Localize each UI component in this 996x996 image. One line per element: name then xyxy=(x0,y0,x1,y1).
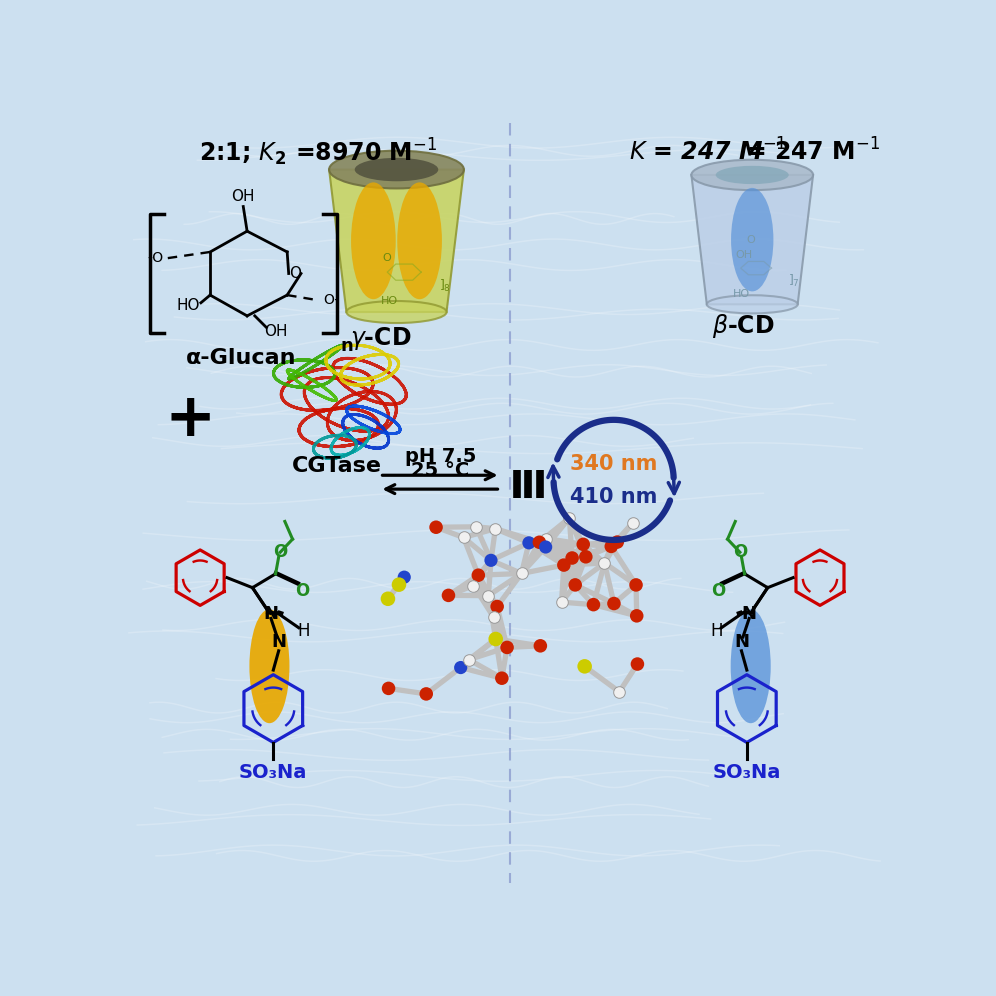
Text: ]$_8$: ]$_8$ xyxy=(439,278,451,295)
Ellipse shape xyxy=(716,166,789,184)
Text: $\mathit{\gamma}$-CD: $\mathit{\gamma}$-CD xyxy=(351,326,411,353)
Ellipse shape xyxy=(691,159,813,190)
Text: O: O xyxy=(295,582,309,600)
Point xyxy=(576,537,592,553)
Point xyxy=(391,577,407,593)
Point xyxy=(597,555,613,571)
Text: pH 7.5: pH 7.5 xyxy=(404,447,476,466)
Text: 2:1; $\mathit{K}$$_\mathregular{2}$ =8970 M$^{-1}$: 2:1; $\mathit{K}$$_\mathregular{2}$ =897… xyxy=(199,136,437,167)
Text: HO: HO xyxy=(177,299,200,314)
Text: H: H xyxy=(710,622,723,639)
Point xyxy=(396,569,412,585)
Point xyxy=(629,656,645,672)
Point xyxy=(604,539,620,555)
Point xyxy=(487,521,503,537)
Point xyxy=(455,530,471,546)
Text: N: N xyxy=(264,605,279,622)
Point xyxy=(380,680,396,696)
Text: $\mathit{K}$ = 247 M$^{-1}$: $\mathit{K}$ = 247 M$^{-1}$ xyxy=(629,138,787,165)
Ellipse shape xyxy=(707,295,798,314)
Point xyxy=(612,684,627,700)
Text: n: n xyxy=(341,337,353,355)
Point xyxy=(521,535,537,551)
Text: OH: OH xyxy=(231,189,255,204)
Text: ]$_7$: ]$_7$ xyxy=(788,273,800,289)
Text: O: O xyxy=(711,582,725,600)
Text: N: N xyxy=(271,632,286,650)
Point xyxy=(440,588,456,604)
Text: HO: HO xyxy=(381,296,398,306)
Ellipse shape xyxy=(329,150,464,188)
Ellipse shape xyxy=(731,610,771,723)
Point xyxy=(610,534,625,550)
Point xyxy=(606,596,622,612)
Polygon shape xyxy=(691,175,813,305)
Point xyxy=(628,608,644,623)
Text: H: H xyxy=(297,622,310,639)
Point xyxy=(532,534,548,550)
Point xyxy=(533,637,549,653)
Text: OH: OH xyxy=(265,324,288,339)
Point xyxy=(578,549,594,565)
Text: +: + xyxy=(164,390,216,449)
Text: SO₃Na: SO₃Na xyxy=(239,763,308,782)
Point xyxy=(453,659,469,675)
Point xyxy=(538,539,554,555)
Point xyxy=(514,566,530,582)
Text: = 247 M$^{-1}$: = 247 M$^{-1}$ xyxy=(746,138,880,165)
Text: $\mathit{\beta}$-CD: $\mathit{\beta}$-CD xyxy=(712,312,774,340)
Ellipse shape xyxy=(351,182,395,299)
Point xyxy=(483,553,499,569)
Ellipse shape xyxy=(355,158,438,181)
Point xyxy=(577,658,593,674)
Point xyxy=(499,639,515,655)
Point xyxy=(628,577,644,593)
Text: O: O xyxy=(289,266,301,281)
Text: HO: HO xyxy=(733,289,750,299)
Polygon shape xyxy=(329,169,464,312)
Text: 340 nm: 340 nm xyxy=(570,454,657,474)
Point xyxy=(428,519,444,535)
Point xyxy=(486,610,502,625)
Point xyxy=(380,591,396,607)
Text: N: N xyxy=(734,632,749,650)
Point xyxy=(461,651,477,667)
Text: -O: -O xyxy=(147,251,164,265)
Point xyxy=(470,568,486,584)
Text: O: O xyxy=(382,253,391,263)
Ellipse shape xyxy=(249,610,290,723)
Text: O: O xyxy=(746,235,755,245)
Ellipse shape xyxy=(731,188,774,292)
Point xyxy=(554,595,570,611)
Text: α-Glucan: α-Glucan xyxy=(185,349,296,369)
Point xyxy=(489,599,505,615)
Ellipse shape xyxy=(397,182,442,299)
Text: O: O xyxy=(733,543,747,562)
Point xyxy=(625,515,641,531)
Point xyxy=(480,588,496,604)
Text: SO₃Na: SO₃Na xyxy=(713,763,781,782)
Point xyxy=(494,670,510,686)
Point xyxy=(556,557,572,573)
Text: 410 nm: 410 nm xyxy=(570,487,657,507)
Point xyxy=(488,631,504,647)
Point xyxy=(468,519,484,535)
Text: O: O xyxy=(273,543,287,562)
Point xyxy=(562,510,578,526)
Point xyxy=(539,531,555,547)
Point xyxy=(465,578,481,594)
Point xyxy=(586,597,602,613)
Text: CGTase: CGTase xyxy=(292,456,381,476)
Text: 25 °C: 25 °C xyxy=(411,461,469,480)
Point xyxy=(418,686,434,702)
Text: N: N xyxy=(742,605,757,622)
Point xyxy=(564,550,580,566)
Text: O-: O- xyxy=(324,294,340,308)
Ellipse shape xyxy=(347,301,446,323)
Point xyxy=(568,577,584,593)
Text: OH: OH xyxy=(735,250,752,260)
